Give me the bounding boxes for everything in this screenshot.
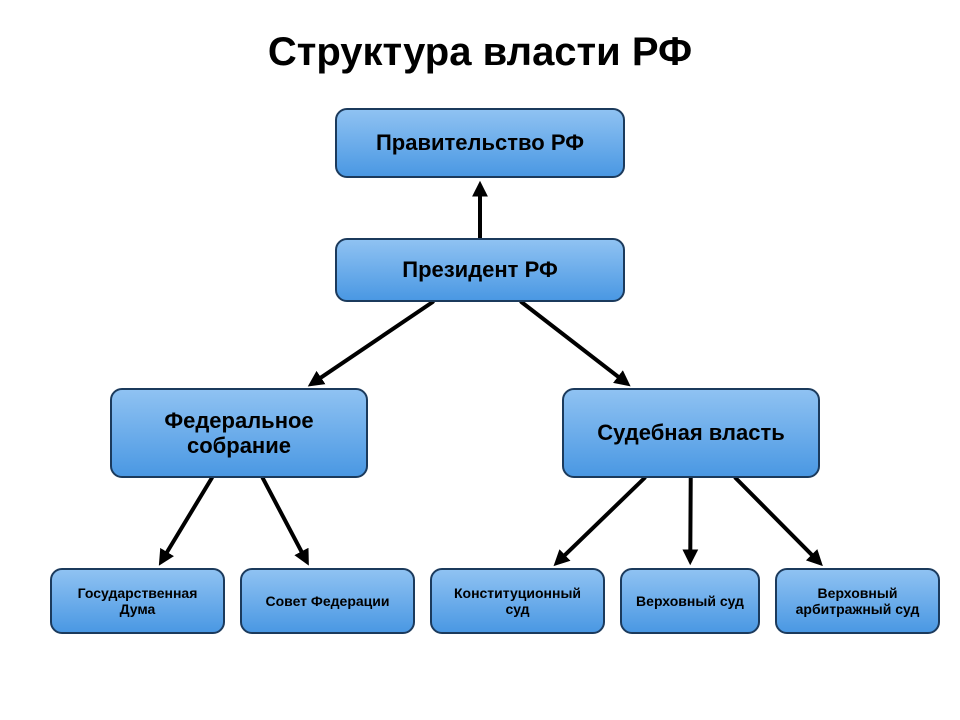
diagram-title: Структура власти РФ: [0, 30, 960, 75]
node-label: Правительство РФ: [376, 130, 584, 155]
edge-jud-to-arbc: [736, 478, 818, 561]
node-state-duma: Государственная Дума: [50, 568, 225, 634]
node-label: Верховный арбитражный суд: [785, 585, 930, 617]
edge-jud-to-constc: [559, 478, 645, 561]
node-federation-council: Совет Федерации: [240, 568, 415, 634]
node-judicial-power: Судебная власть: [562, 388, 820, 478]
node-label: Совет Федерации: [266, 593, 390, 609]
node-constitutional-court: Конституционный суд: [430, 568, 605, 634]
node-label: Судебная власть: [597, 420, 785, 445]
diagram-canvas: Структура власти РФ Правительство РФ Пре…: [0, 0, 960, 720]
node-arbitration-court: Верховный арбитражный суд: [775, 568, 940, 634]
node-label: Федеральное собрание: [120, 408, 358, 459]
edge-pres-to-feds: [314, 302, 433, 382]
node-government: Правительство РФ: [335, 108, 625, 178]
edge-pres-to-jud: [521, 302, 624, 382]
edge-feds-to-duma: [163, 478, 212, 560]
node-label: Конституционный суд: [440, 585, 595, 617]
node-federal-assembly: Федеральное собрание: [110, 388, 368, 478]
node-label: Государственная Дума: [60, 585, 215, 617]
edge-feds-to-sovfed: [263, 478, 306, 559]
node-supreme-court: Верховный суд: [620, 568, 760, 634]
node-president: Президент РФ: [335, 238, 625, 302]
node-label: Верховный суд: [636, 593, 744, 609]
node-label: Президент РФ: [402, 257, 557, 282]
